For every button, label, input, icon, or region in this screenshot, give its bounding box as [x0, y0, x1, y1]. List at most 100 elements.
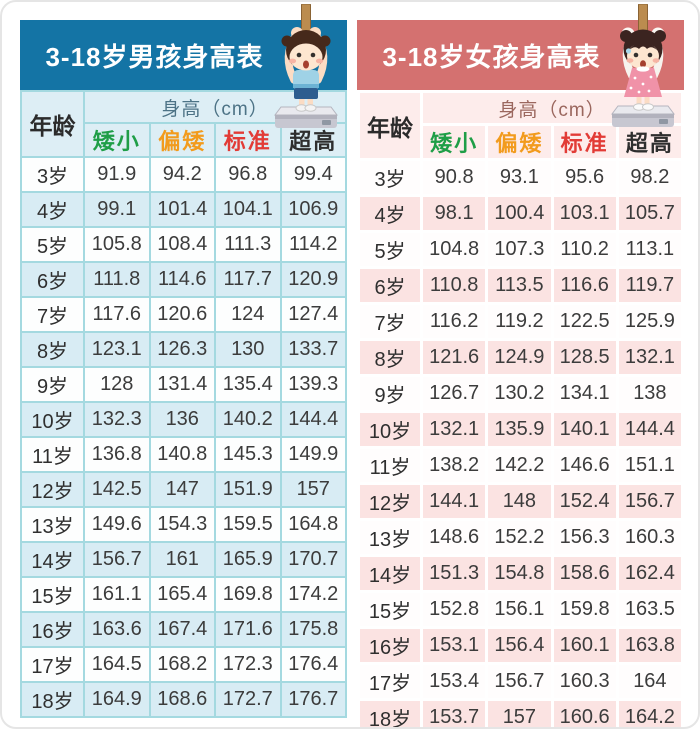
height-value-cell: 152.8	[419, 590, 489, 629]
girls-table-body: 3岁 90.8 93.1 95.6 98.2 4岁 98.1 100.4 103.1 105.7 5…	[357, 158, 685, 727]
height-value-cell: 151.9	[214, 471, 282, 508]
height-value-cell: 163.8	[615, 626, 685, 665]
age-cell: 7岁	[357, 302, 423, 341]
height-value-cell: 151.1	[615, 446, 685, 485]
height-value-cell: 172.7	[214, 681, 282, 718]
height-value-cell: 159.8	[550, 590, 619, 629]
height-value-cell: 99.4	[279, 156, 347, 193]
girls-category-standard: 标准	[550, 123, 619, 161]
height-value-cell: 104.1	[214, 191, 282, 228]
height-value-cell: 119.7	[615, 266, 685, 305]
table-row: 17岁 153.4 156.7 160.3 164	[357, 662, 685, 701]
height-value-cell: 174.2	[279, 576, 347, 613]
height-value-cell: 111.3	[214, 226, 282, 263]
girls-height-table: 年龄 身高（cm） 矮小 偏矮 标准 超高 3岁 90.8 93.1 95.6 98.2…	[357, 90, 685, 727]
height-value-cell: 156.7	[485, 662, 554, 701]
table-row: 4岁 99.1 101.4 104.1 106.9	[20, 191, 347, 228]
table-row: 11岁 136.8 140.8 145.3 149.9	[20, 436, 347, 473]
height-value-cell: 169.8	[214, 576, 282, 613]
table-row: 9岁 128 131.4 135.4 139.3	[20, 366, 347, 403]
age-cell: 5岁	[20, 226, 85, 263]
height-value-cell: 171.6	[214, 611, 282, 648]
table-row: 12岁 144.1 148 152.4 156.7	[357, 482, 685, 521]
height-value-cell: 120.9	[279, 261, 347, 298]
height-value-cell: 176.7	[279, 681, 347, 718]
height-value-cell: 117.6	[83, 296, 151, 333]
height-value-cell: 153.7	[419, 698, 489, 727]
height-value-cell: 99.1	[83, 191, 151, 228]
table-row: 8岁 121.6 124.9 128.5 132.1	[357, 338, 685, 377]
height-value-cell: 107.3	[485, 230, 554, 269]
age-cell: 13岁	[357, 518, 423, 557]
age-cell: 17岁	[20, 646, 85, 683]
height-value-cell: 176.4	[279, 646, 347, 683]
height-value-cell: 165.9	[214, 541, 282, 578]
height-value-cell: 147	[148, 471, 216, 508]
height-value-cell: 135.9	[485, 410, 554, 449]
age-cell: 18岁	[20, 681, 85, 718]
age-cell: 10岁	[20, 401, 85, 438]
height-value-cell: 105.8	[83, 226, 151, 263]
girls-title-band: 3-18岁女孩身高表	[357, 20, 684, 90]
height-value-cell: 91.9	[83, 156, 151, 193]
height-value-cell: 131.4	[148, 366, 216, 403]
girls-height-unit-header: 身高（cm）	[420, 90, 684, 126]
height-value-cell: 127.4	[279, 296, 347, 333]
table-row: 10岁 132.3 136 140.2 144.4	[20, 401, 347, 438]
age-cell: 4岁	[357, 194, 423, 233]
height-value-cell: 142.5	[83, 471, 151, 508]
height-value-cell: 139.3	[279, 366, 347, 403]
age-cell: 13岁	[20, 506, 85, 543]
age-cell: 4岁	[20, 191, 85, 228]
height-value-cell: 156.1	[485, 590, 554, 629]
table-row: 14岁 151.3 154.8 158.6 162.4	[357, 554, 685, 593]
height-value-cell: 160.3	[615, 518, 685, 557]
height-value-cell: 162.4	[615, 554, 685, 593]
table-row: 4岁 98.1 100.4 103.1 105.7	[357, 194, 685, 233]
height-value-cell: 111.8	[83, 261, 151, 298]
height-value-cell: 100.4	[485, 194, 554, 233]
age-cell: 6岁	[357, 266, 423, 305]
height-value-cell: 144.1	[419, 482, 489, 521]
height-value-cell: 140.8	[148, 436, 216, 473]
height-value-cell: 114.2	[279, 226, 347, 263]
height-value-cell: 156.7	[615, 482, 685, 521]
height-value-cell: 148	[485, 482, 554, 521]
height-value-cell: 125.9	[615, 302, 685, 341]
boys-category-short: 矮小	[83, 122, 151, 158]
height-value-cell: 156.4	[485, 626, 554, 665]
table-row: 6岁 110.8 113.5 116.6 119.7	[357, 266, 685, 305]
girls-height-table-card: 3-18岁女孩身高表	[357, 3, 685, 727]
girls-category-short: 矮小	[419, 123, 489, 161]
height-value-cell: 108.4	[148, 226, 216, 263]
height-value-cell: 157	[279, 471, 347, 508]
height-value-cell: 132.3	[83, 401, 151, 438]
height-value-cell: 154.8	[485, 554, 554, 593]
age-cell: 9岁	[20, 366, 85, 403]
height-value-cell: 126.7	[419, 374, 489, 413]
table-row: 18岁 153.7 157 160.6 164.2	[357, 698, 685, 727]
table-row: 5岁 104.8 107.3 110.2 113.1	[357, 230, 685, 269]
height-value-cell: 105.7	[615, 194, 685, 233]
height-value-cell: 175.8	[279, 611, 347, 648]
height-value-cell: 110.2	[550, 230, 619, 269]
boys-height-table: 年龄 身高（cm） 矮小 偏矮 标准 超高 3岁 91.9 94.2 96.8 99.4…	[20, 90, 347, 718]
age-cell: 17岁	[357, 662, 423, 701]
age-cell: 15岁	[20, 576, 85, 613]
boys-height-table-card: 3-18岁男孩身高表	[20, 3, 347, 727]
height-value-cell: 149.6	[83, 506, 151, 543]
height-value-cell: 116.6	[550, 266, 619, 305]
age-cell: 9岁	[357, 374, 423, 413]
height-value-cell: 122.5	[550, 302, 619, 341]
girls-category-below-average: 偏矮	[485, 123, 554, 161]
height-value-cell: 146.6	[550, 446, 619, 485]
height-value-cell: 157	[485, 698, 554, 727]
height-value-cell: 172.3	[214, 646, 282, 683]
boys-title-band: 3-18岁男孩身高表	[20, 20, 347, 90]
height-value-cell: 140.2	[214, 401, 282, 438]
height-value-cell: 145.3	[214, 436, 282, 473]
height-value-cell: 130	[214, 331, 282, 368]
height-value-cell: 101.4	[148, 191, 216, 228]
height-value-cell: 90.8	[419, 158, 489, 197]
age-cell: 12岁	[357, 482, 423, 521]
